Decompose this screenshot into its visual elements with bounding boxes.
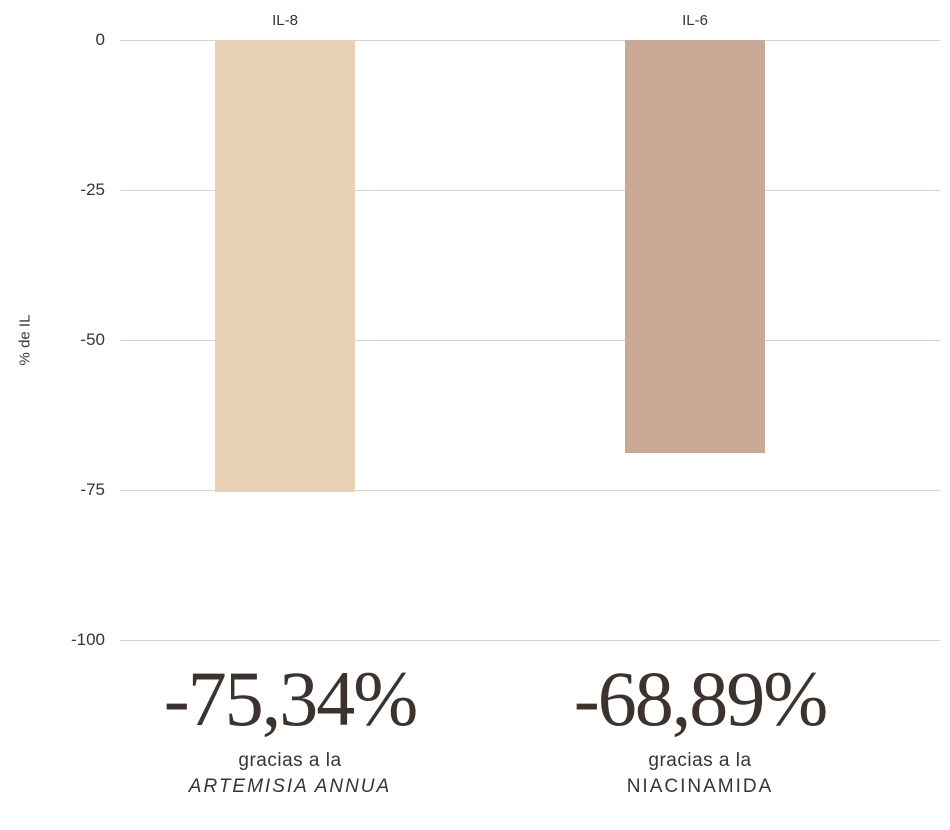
- bar: [625, 40, 765, 453]
- result-block: -75,34% gracias a la ARTEMISIA ANNUA: [90, 660, 490, 798]
- result-ingredient: ARTEMISIA ANNUA: [90, 776, 490, 798]
- result-ingredient: NIACINAMIDA: [500, 776, 900, 798]
- y-tick-label: -75: [50, 480, 105, 500]
- category-label: IL-8: [272, 12, 298, 29]
- y-tick-label: 0: [50, 30, 105, 50]
- result-subtitle: gracias a la: [500, 750, 900, 772]
- result-percent: -68,89%: [500, 660, 900, 738]
- result-block: -68,89% gracias a la NIACINAMIDA: [500, 660, 900, 798]
- category-label: IL-6: [682, 12, 708, 29]
- plot-area: 0-25-50-75-100IL-8IL-6: [120, 40, 940, 640]
- bar: [215, 40, 355, 492]
- result-subtitle: gracias a la: [90, 750, 490, 772]
- y-axis-label: % de IL: [17, 315, 34, 366]
- gridline: [120, 640, 940, 641]
- result-percent: -75,34%: [90, 660, 490, 738]
- y-tick-label: -50: [50, 330, 105, 350]
- y-tick-label: -25: [50, 180, 105, 200]
- y-tick-label: -100: [50, 630, 105, 650]
- chart-container: 0-25-50-75-100IL-8IL-6 % de IL -75,34%gr…: [0, 0, 950, 830]
